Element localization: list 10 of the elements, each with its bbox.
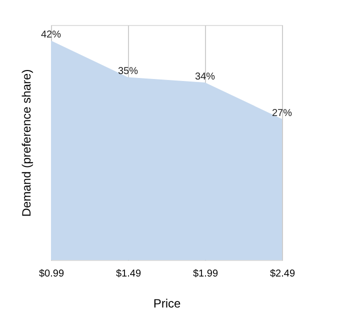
data-label: 42% — [40, 30, 62, 41]
data-label: 34% — [194, 71, 216, 82]
x-tick-label: $0.99 — [38, 268, 64, 280]
y-axis-title: Demand (preference share) — [20, 69, 34, 217]
data-label: 35% — [118, 66, 138, 78]
x-axis-title: Price — [153, 296, 181, 310]
x-tick-label: $1.99 — [192, 268, 218, 280]
x-tick-label: $2.49 — [270, 268, 296, 280]
data-label: 27% — [272, 108, 292, 119]
x-tick-label: $1.49 — [116, 268, 142, 280]
